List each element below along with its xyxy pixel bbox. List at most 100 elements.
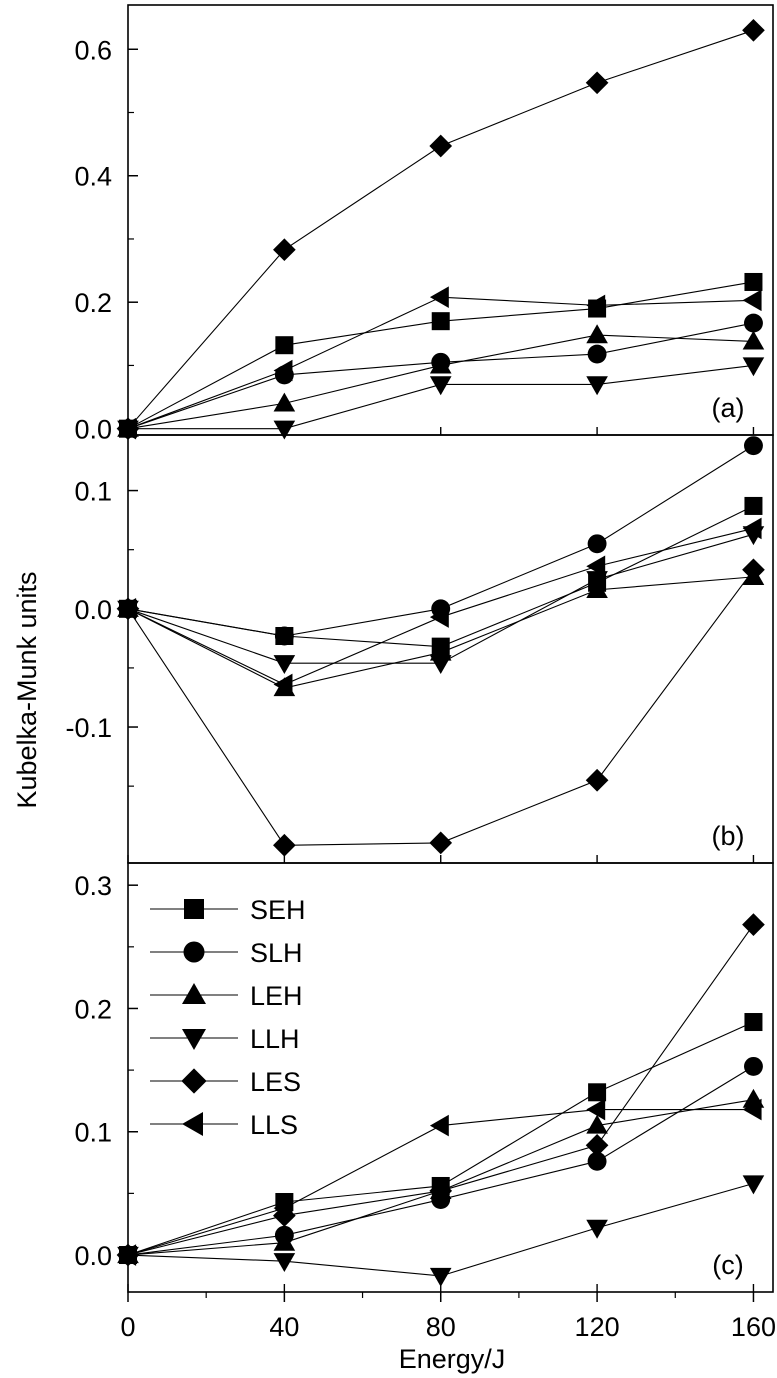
data-point-lls (429, 1114, 449, 1137)
data-point-llh (586, 571, 608, 591)
data-point-llh (586, 376, 608, 396)
data-point-seh (744, 272, 763, 291)
legend-item-seh: SEH (150, 895, 306, 925)
data-point-les (742, 558, 765, 582)
panel-tag: (c) (712, 1250, 743, 1280)
legend-label: LEH (250, 981, 303, 1011)
data-point-lls (742, 1098, 762, 1121)
x-tick-label: 40 (269, 1312, 299, 1342)
series-leh (117, 1088, 765, 1264)
series-seh (119, 496, 763, 656)
y-tick-label: 0.1 (74, 477, 112, 507)
x-axis: 0 40 80 120 160 (120, 1292, 776, 1342)
data-point-les (429, 134, 453, 158)
series-seh (119, 1013, 763, 1265)
data-point-lls (742, 289, 762, 312)
data-point-leh (273, 392, 296, 412)
series-lls (117, 286, 762, 440)
data-point-lls (586, 1098, 606, 1121)
data-point-llh (273, 420, 296, 440)
y-tick-label: 0.2 (74, 994, 112, 1024)
legend-item-llh: LLH (150, 1024, 300, 1054)
panel-tag: (b) (712, 821, 745, 851)
series-leh (117, 566, 765, 697)
series-line (127, 322, 754, 430)
y-tick-label: 0.2 (74, 288, 112, 318)
data-point-leh (586, 1114, 608, 1134)
panel-b: -0.1 0.0 0.1 (b) (65, 434, 774, 864)
x-axis-title: Energy/J (399, 1344, 506, 1374)
legend-marker (182, 983, 206, 1004)
data-point-lls (117, 1244, 137, 1266)
series-les (116, 913, 765, 1267)
data-point-les (429, 831, 453, 855)
data-point-llh (429, 376, 452, 396)
x-tick-label: 120 (575, 1312, 620, 1342)
data-point-seh (431, 312, 450, 331)
data-point-slh (274, 626, 294, 646)
data-point-llh (273, 655, 296, 674)
data-point-llh (429, 655, 452, 674)
data-point-slh (587, 534, 607, 554)
chart-panels: 0.0 0.2 0.4 0.6 (a) -0.1 0.0 0.1 (b) 0.0 0.1 0.2 0.3… (65, 4, 774, 1293)
data-point-slh (744, 1056, 763, 1076)
data-point-llh (273, 1253, 296, 1272)
legend-marker (182, 1029, 206, 1050)
data-point-leh (586, 324, 608, 344)
data-point-llh (742, 357, 765, 377)
data-point-leh (742, 330, 765, 350)
plot-frame (127, 4, 774, 436)
legend-marker (181, 1068, 207, 1094)
legend-label: SLH (250, 938, 303, 968)
legend-label: LLH (250, 1024, 300, 1054)
data-point-leh (273, 1231, 296, 1251)
data-point-seh (275, 336, 294, 355)
data-point-lls (273, 359, 293, 382)
plot-frame (127, 862, 774, 1293)
data-point-seh (744, 496, 763, 515)
data-point-seh (588, 1083, 607, 1102)
legend: SEH SLH LEH LLH LES LLS (150, 895, 306, 1140)
data-point-les (742, 913, 765, 936)
x-tick-label: 80 (426, 1312, 456, 1342)
data-point-llh (742, 1175, 765, 1195)
data-point-les (585, 1133, 609, 1157)
legend-marker (182, 1112, 203, 1136)
x-tick-label: 0 (120, 1312, 135, 1342)
y-tick-label: 0.0 (74, 1241, 112, 1271)
data-point-lls (117, 598, 137, 620)
y-tick-label: 0.3 (74, 871, 112, 901)
y-tick-label: 0.4 (74, 162, 112, 192)
data-point-slh (587, 1151, 607, 1171)
data-point-llh (429, 1267, 452, 1287)
legend-label: SEH (250, 895, 306, 925)
series-lls (117, 1098, 762, 1266)
series-line (128, 364, 754, 430)
data-point-slh (744, 313, 763, 333)
panel-tag: (a) (712, 393, 745, 423)
data-point-les (585, 768, 609, 792)
legend-item-slh: SLH (150, 938, 303, 968)
y-tick-label: 0.1 (74, 1118, 112, 1148)
data-point-lls (429, 606, 449, 628)
y-tick-label: 0.0 (74, 595, 112, 625)
data-point-les (273, 238, 296, 262)
y-tick-label: -0.1 (65, 713, 112, 743)
data-point-lls (586, 555, 606, 578)
legend-label: LLS (250, 1110, 298, 1140)
data-point-lls (273, 673, 293, 696)
data-point-slh (587, 344, 607, 364)
data-point-les (429, 1179, 453, 1203)
legend-label: LES (250, 1067, 301, 1097)
data-point-lls (429, 286, 449, 308)
y-axis-title: Kubelka-Munk units (12, 571, 42, 808)
data-point-lls (273, 1197, 293, 1219)
legend-marker (183, 941, 205, 963)
y-tick-label: 0.0 (74, 415, 112, 445)
data-point-lls (742, 517, 762, 540)
data-point-leh (429, 354, 452, 374)
data-point-seh (744, 1013, 763, 1032)
series-lls (117, 517, 762, 696)
data-point-lls (117, 417, 137, 440)
legend-item-leh: LEH (150, 981, 303, 1011)
